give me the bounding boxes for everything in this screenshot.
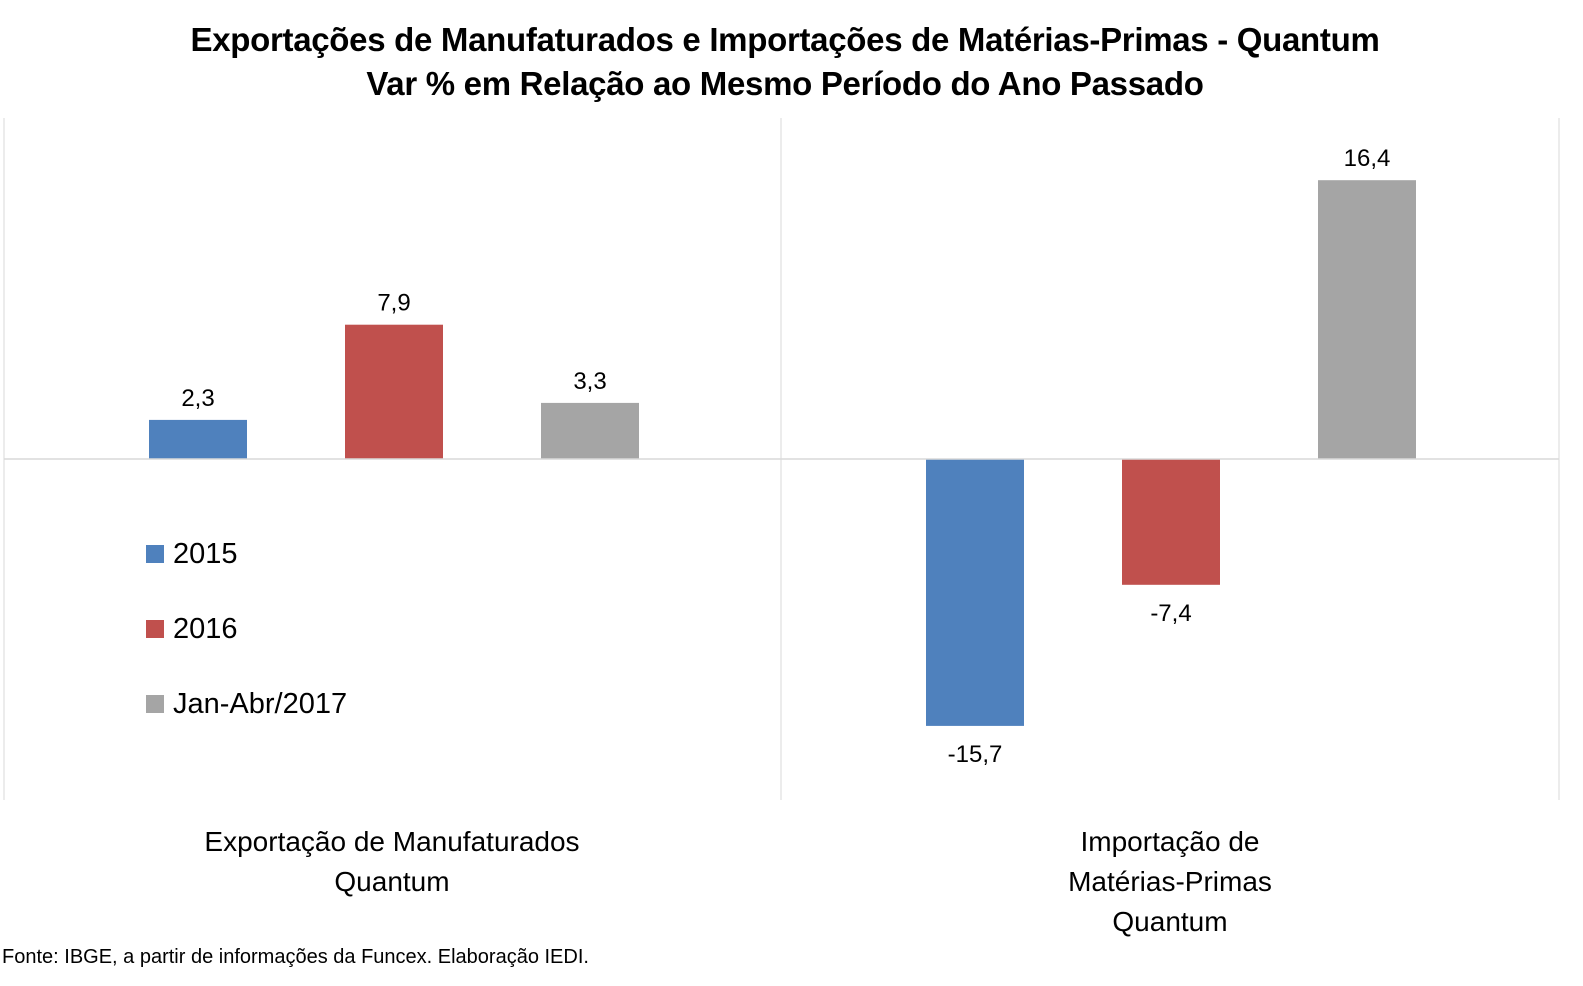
value-label-2015-cat1: 2,3: [181, 385, 214, 412]
category-label-line: Quantum: [1112, 906, 1228, 937]
chart-title: Exportações de Manufaturados e Importaçõ…: [0, 18, 1570, 106]
chart-title-line-1: Exportações de Manufaturados e Importaçõ…: [190, 21, 1380, 58]
value-labels-group: 2,3 -15,7 7,9 -7,4 3,3 16,4: [181, 145, 1390, 768]
bar-2015-cat1: [149, 419, 247, 459]
bar-2015-cat2: [926, 459, 1024, 726]
legend-item-2016: 2016: [146, 609, 347, 649]
value-label-jan-abr-2017-cat1: 3,3: [573, 368, 606, 395]
bar-jan-abr-2017-cat1: [541, 402, 639, 459]
category-label-line: Exportação de Manufaturados: [204, 826, 580, 857]
bar-2016-cat2: [1122, 459, 1220, 585]
category-label-line: Matérias-Primas: [1068, 866, 1272, 897]
bar-2016-cat1: [345, 324, 443, 459]
category-label-line: Quantum: [334, 866, 450, 897]
legend-label-2015: 2015: [173, 537, 238, 570]
legend-label-2016: 2016: [173, 612, 238, 645]
legend-item-2015: 2015: [146, 534, 347, 574]
value-label-2015-cat2: -15,7: [948, 741, 1003, 768]
value-label-2016-cat2: -7,4: [1150, 600, 1191, 627]
category-label-line: Importação de: [1080, 826, 1260, 857]
legend-swatch-2015: [146, 545, 164, 563]
source-note: Fonte: IBGE, a partir de informações da …: [2, 946, 589, 968]
category-label-importacao: Importação de Matérias-Primas Quantum: [870, 822, 1470, 942]
legend-label-2017: Jan-Abr/2017: [173, 687, 348, 720]
legend-swatch-2016: [146, 620, 164, 638]
legend-swatch-2017: [146, 695, 164, 713]
category-label-exportacao: Exportação de Manufaturados Quantum: [92, 822, 692, 902]
legend-item-2017: Jan-Abr/2017: [146, 684, 347, 724]
value-label-jan-abr-2017-cat2: 16,4: [1344, 145, 1391, 172]
value-label-2016-cat1: 7,9: [377, 290, 410, 317]
bars-group: [149, 180, 1416, 726]
chart-title-line-2: Var % em Relação ao Mesmo Período do Ano…: [366, 65, 1204, 102]
legend: 2015 2016 Jan-Abr/2017: [146, 534, 347, 759]
bar-jan-abr-2017-cat2: [1318, 180, 1416, 459]
